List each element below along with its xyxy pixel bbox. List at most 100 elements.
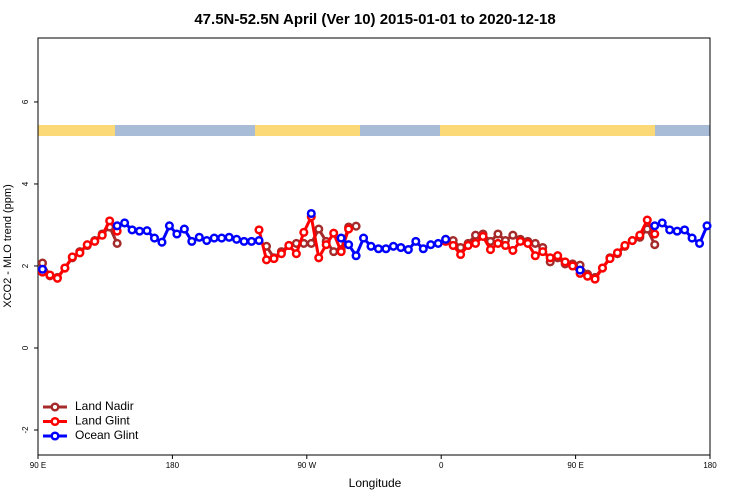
point: [441, 234, 451, 244]
point: [403, 245, 413, 255]
point: [418, 244, 428, 254]
land-strip: [38, 125, 115, 136]
point: [232, 234, 242, 244]
point: [500, 240, 510, 251]
land-strip: [440, 125, 655, 136]
point: [694, 238, 705, 248]
series-line: [41, 224, 657, 280]
point: [448, 240, 458, 251]
point: [508, 230, 518, 240]
point: [351, 221, 361, 231]
point: [612, 248, 622, 258]
plot-frame: [37, 37, 711, 456]
point: [321, 240, 331, 250]
point: [261, 255, 272, 265]
point: [426, 240, 436, 250]
x-tick-label: 90 E: [567, 461, 583, 470]
point: [112, 221, 122, 231]
point: [388, 241, 398, 251]
point: [485, 245, 496, 255]
point: [149, 233, 160, 243]
y-tick-label: 6: [21, 99, 30, 104]
point: [194, 232, 204, 242]
x-tick-label: 90 E: [30, 461, 46, 470]
land-strip: [255, 125, 360, 136]
point: [620, 240, 630, 251]
point: [120, 218, 130, 228]
legend-marker: [50, 416, 60, 427]
point: [314, 253, 324, 263]
point: [650, 240, 660, 250]
point: [246, 236, 257, 246]
point: [568, 261, 578, 271]
point: [650, 221, 660, 231]
chart-title: 47.5N-52.5N April (Ver 10) 2015-01-01 to…: [194, 11, 555, 28]
y-tick-label: 2: [21, 263, 30, 268]
point: [650, 229, 660, 239]
land-ocean-strip: [38, 125, 710, 136]
legend-label: Land Nadir: [75, 399, 134, 413]
point: [373, 244, 384, 254]
point: [351, 251, 361, 261]
point: [508, 245, 518, 255]
x-tick-label: 180: [166, 461, 180, 470]
point: [530, 251, 540, 261]
point: [217, 233, 227, 243]
point: [209, 233, 219, 243]
point: [463, 240, 473, 251]
point: [90, 236, 100, 246]
point: [545, 253, 555, 263]
point: [60, 263, 70, 273]
point: [657, 218, 667, 228]
point: [269, 254, 279, 264]
y-tick-label: 0: [21, 345, 30, 350]
point: [493, 229, 503, 239]
point: [366, 241, 376, 251]
point: [224, 232, 234, 242]
point: [523, 238, 533, 248]
point: [396, 242, 406, 253]
point: [553, 251, 563, 261]
point: [456, 249, 466, 260]
point: [142, 226, 152, 236]
y-tick-label: -2: [21, 426, 30, 434]
point: [67, 252, 77, 262]
point: [239, 236, 249, 246]
point: [582, 271, 593, 281]
point: [179, 224, 189, 234]
point: [276, 249, 286, 259]
point: [478, 231, 488, 242]
point: [590, 274, 600, 284]
y-axis-label: XCO2 - MLO trend (ppm): [2, 184, 14, 307]
point: [381, 244, 391, 254]
point: [172, 229, 182, 239]
y-tick-label: 4: [21, 181, 30, 186]
point: [336, 233, 346, 243]
point: [314, 224, 324, 234]
point: [202, 236, 212, 246]
point: [105, 216, 115, 226]
point: [515, 236, 525, 246]
point: [605, 254, 615, 264]
point: [344, 240, 354, 250]
point: [575, 265, 585, 275]
point: [560, 257, 570, 267]
x-tick-label: 0: [439, 461, 444, 470]
ocean-strip: [360, 125, 440, 136]
legend-marker: [50, 402, 60, 412]
point: [470, 230, 481, 240]
point: [329, 228, 339, 238]
point: [665, 225, 675, 235]
point: [470, 238, 481, 248]
point: [112, 238, 122, 248]
point: [597, 263, 608, 273]
point: [306, 208, 316, 219]
point: [635, 230, 645, 240]
point: [687, 233, 697, 243]
point: [358, 233, 369, 243]
point: [45, 270, 55, 280]
point: [702, 221, 712, 231]
point: [344, 224, 354, 234]
point: [493, 238, 503, 248]
